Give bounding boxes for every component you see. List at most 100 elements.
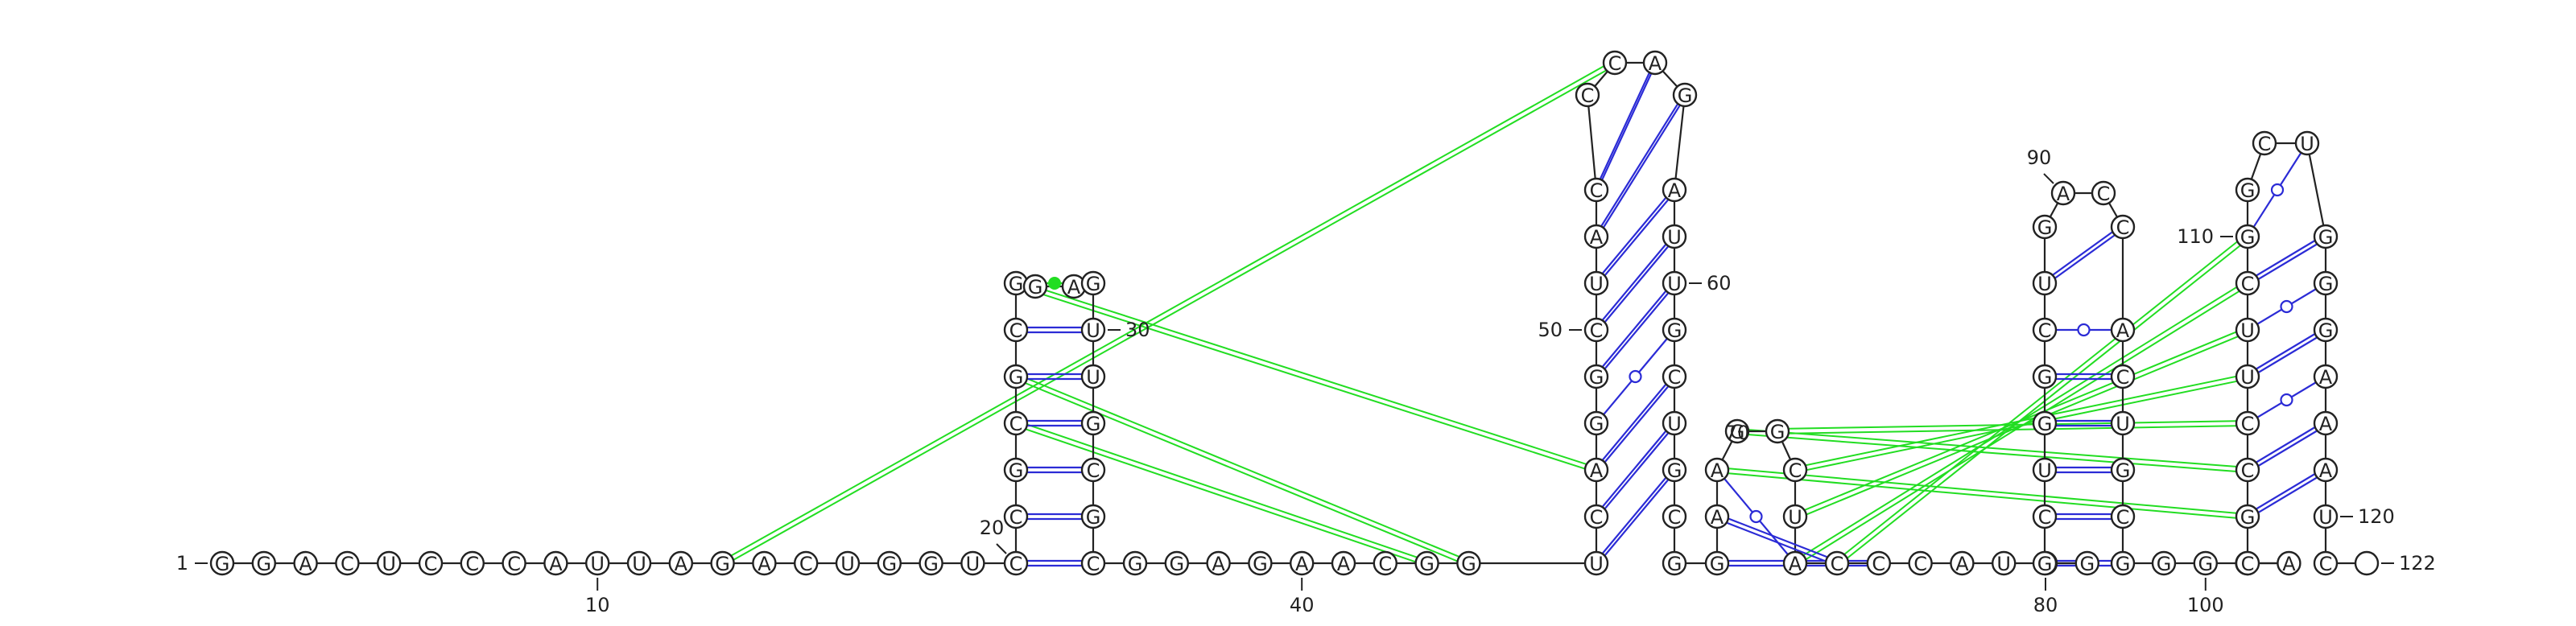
nucleotide-letter: G: [1028, 276, 1043, 299]
nucleotide-circle: [1583, 317, 1609, 343]
tertiary-interaction-line: [1736, 432, 2248, 473]
position-label: 110: [2177, 225, 2214, 248]
nucleotide-circle: [1080, 504, 1106, 529]
canonical-pair-line: [1596, 238, 1675, 333]
nucleotide: A: [1642, 50, 1668, 76]
nucleotide-letter: C: [1590, 506, 1604, 529]
nucleotide-circle: [543, 550, 568, 576]
nucleotide: C: [1583, 177, 1609, 203]
nucleotide: U: [1991, 550, 2017, 576]
nucleotide: A: [1704, 457, 1730, 483]
nucleotide-letter: U: [590, 553, 605, 575]
nucleotide-circle: [1824, 550, 1850, 576]
nucleotide: G: [1583, 410, 1609, 436]
nucleotide-letter: G: [1461, 553, 1476, 575]
nucleotide-circle: [1908, 550, 1933, 576]
nucleotide-letter: C: [507, 553, 521, 575]
nucleotide-circle: [2313, 410, 2339, 436]
nucleotide-letter: U: [2037, 273, 2052, 295]
nucleotide: A: [1662, 177, 1687, 203]
nucleotide-letter: C: [2116, 506, 2130, 529]
position-label: 100: [2187, 594, 2224, 616]
nucleotide-letter: G: [1678, 84, 1693, 107]
nucleotide: G: [1003, 457, 1029, 483]
nucleotide-circle: [2313, 504, 2339, 529]
nucleotide: G: [2032, 550, 2058, 576]
nucleotide: G: [1164, 550, 1190, 576]
nucleotide-circle: [1782, 457, 1808, 483]
nucleotide-letter: C: [1789, 459, 1802, 482]
nucleotide-circle: [1662, 224, 1687, 249]
nucleotide-circle: [1080, 410, 1106, 436]
nucleotide-circle: [1583, 224, 1609, 249]
canonical-pair-line: [2044, 229, 2124, 286]
position-tick-layer: [195, 173, 2394, 591]
nucleotide-circle: [209, 550, 235, 576]
wobble-pair-marker: [2280, 393, 2293, 407]
canonical-pair-line: [1596, 373, 1675, 468]
canonical-pair-line: [1596, 187, 1675, 282]
nucleotide-circle: [2313, 317, 2339, 343]
position-tick: [2043, 173, 2054, 184]
nucleotide: C: [2235, 270, 2260, 296]
nucleotide: G: [1724, 418, 1750, 444]
nucleotide-circle: [1672, 82, 1698, 108]
nucleotide-letter: A: [1668, 179, 1682, 202]
nucleotide-letter: G: [1667, 459, 1682, 482]
nucleotide: C: [1824, 550, 1850, 576]
nucleotide-circle: [1662, 457, 1687, 483]
nucleotide-letter: A: [1337, 553, 1351, 575]
nucleotide-circle: [251, 550, 276, 576]
nucleotide: C: [2091, 180, 2116, 206]
nucleotide-letter: A: [2319, 366, 2333, 389]
nucleotide-circle: [2032, 504, 2058, 529]
nucleotide-circle: [2151, 550, 2177, 576]
nucleotide: C: [2032, 504, 2058, 529]
nucleotide: C: [1003, 317, 1029, 343]
nucleotide: C: [335, 550, 360, 576]
canonical-pair-line: [2044, 224, 2124, 282]
tertiary-interaction-line: [1014, 284, 1596, 473]
canonical-pair-line: [2247, 332, 2326, 380]
nucleotide-letter: G: [1169, 553, 1184, 575]
nucleotide-letter: G: [1128, 553, 1143, 575]
nucleotide-letter: A: [1649, 52, 1662, 75]
nucleotide-letter: U: [1589, 553, 1604, 575]
nucleotide-circle: [1662, 177, 1687, 203]
nucleotide-letter: G: [1730, 421, 1745, 443]
noncanonical-pair-marker: [1048, 277, 1061, 290]
nucleotide-letter: C: [1009, 553, 1023, 575]
nucleotide: U: [1583, 270, 1609, 296]
nucleotide-letter: C: [2241, 413, 2255, 435]
nucleotide-letter: C: [1009, 506, 1023, 529]
canonical-pair-line: [2247, 467, 2326, 515]
nucleotide-circle: [2235, 364, 2260, 389]
backbone-segment: [2306, 142, 2327, 237]
nucleotide-letter: C: [1668, 506, 1682, 529]
nucleotide: A: [2313, 410, 2339, 436]
wobble-pair-marker: [1749, 509, 1763, 524]
nucleotide: G: [1080, 504, 1106, 529]
nucleotide-circle: [2032, 410, 2058, 436]
nucleotide-circle: [460, 550, 485, 576]
nucleotide: U: [2313, 504, 2339, 529]
nucleotide-circle: [2032, 214, 2058, 240]
nucleotide-letter: G: [2116, 553, 2131, 575]
nucleotide-circle: [1662, 317, 1687, 343]
nucleotide: G: [1583, 364, 1609, 389]
nucleotide: G: [209, 550, 235, 576]
position-label: 90: [2027, 146, 2052, 169]
nucleotide-letter: G: [2037, 413, 2053, 435]
tertiary-interaction-line: [1835, 233, 2247, 562]
canonical-pair-line: [2247, 327, 2326, 375]
nucleotide-letter: U: [632, 553, 646, 575]
nucleotide-letter: A: [2057, 183, 2070, 205]
canonical-pair-line: [2247, 472, 2326, 520]
nucleotide: G: [1704, 550, 1730, 576]
nucleotide-letter: C: [1608, 52, 1622, 75]
nucleotide-circle: [1583, 364, 1609, 389]
nucleotide: G: [1672, 82, 1698, 108]
nucleotide-circle: [2032, 270, 2058, 296]
canonical-pair-line: [1596, 64, 1656, 193]
